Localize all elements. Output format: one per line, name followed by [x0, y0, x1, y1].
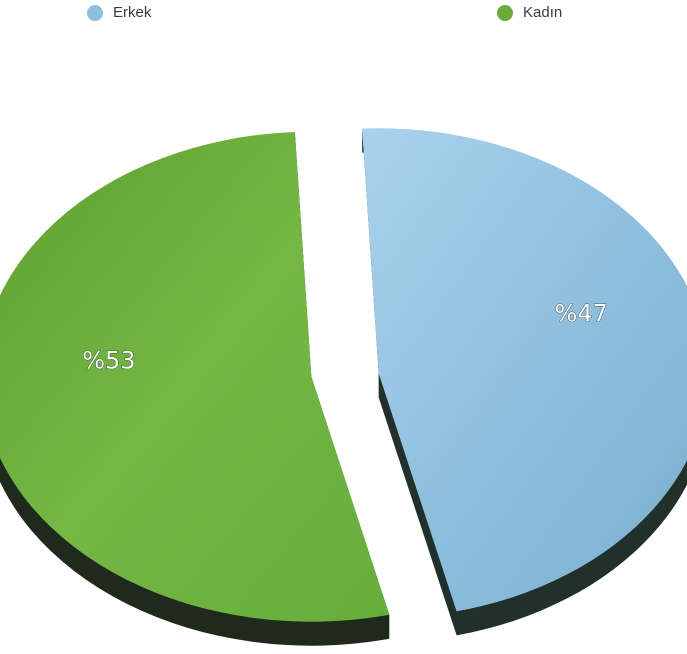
legend-swatch-kadin — [497, 4, 513, 21]
slice-label-erkek: %47 — [554, 299, 607, 327]
pie-slice-erkek[interactable] — [362, 128, 687, 612]
pie-slice-kadin[interactable] — [0, 132, 390, 622]
slice-label-kadin: %53 — [82, 347, 135, 375]
legend-label-kadin: Kadın — [523, 4, 563, 21]
legend-swatch-erkek — [87, 4, 103, 21]
chart-legend: Erkek Kadın — [0, 0, 687, 40]
legend-item-kadin: Kadın — [497, 4, 562, 21]
legend-item-erkek: Erkek — [87, 4, 151, 21]
legend-label-erkek: Erkek — [113, 4, 152, 21]
